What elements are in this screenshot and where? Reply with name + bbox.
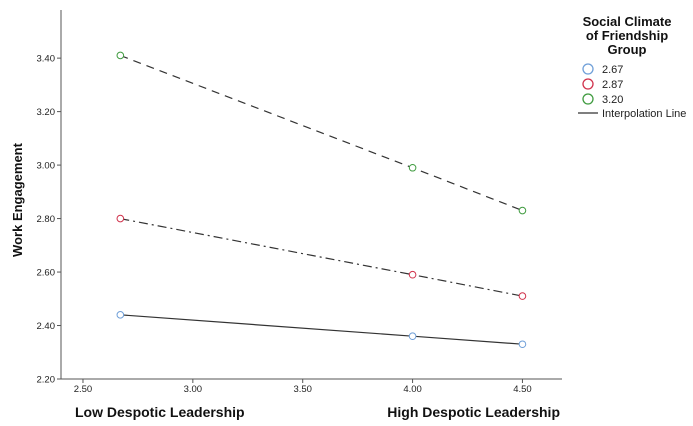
- tick-labels-layer: 2.20 2.40 2.60 2.80 3.00 3.20 3.40 2.50 3.00 3.50…: [37, 54, 532, 395]
- data-point-2.67: [116, 311, 125, 319]
- data-point-2.67: [518, 340, 527, 349]
- legend-label-3.20: 3.20: [602, 94, 623, 106]
- y-tick-label: 2.80: [37, 214, 56, 225]
- data-point-2.67: [408, 332, 417, 341]
- legend-marker-3.20: [582, 93, 594, 105]
- low-despotic-leadership-label: Low Despotic Leadership: [75, 404, 245, 420]
- x-tick-label: 4.00: [403, 384, 422, 395]
- data-point-2.87: [116, 214, 125, 223]
- series-line-2.87: [120, 218, 523, 297]
- x-tick-label: 3.50: [293, 384, 312, 395]
- legend-title-line-1: Social Climate: [583, 14, 672, 29]
- y-tick-label: 3.20: [37, 107, 56, 118]
- legend-title-line-3: Group: [608, 42, 647, 57]
- data-point-3.20: [116, 51, 125, 60]
- y-tick-label: 2.60: [37, 268, 56, 279]
- x-tick-label: 2.50: [74, 384, 93, 395]
- data-point-2.87: [408, 270, 417, 279]
- y-tick-label: 2.20: [37, 375, 56, 386]
- legend-title-line-2: of Friendship: [586, 28, 668, 43]
- y-tick-label: 3.40: [37, 54, 56, 65]
- legend-items: 2.67 2.87 3.20: [582, 63, 623, 106]
- x-tick-label: 3.00: [184, 384, 203, 395]
- y-axis-title: Work Engagement: [10, 142, 25, 257]
- axes-layer: [57, 10, 562, 383]
- legend-marker-2.67: [582, 63, 594, 75]
- series-line-3.20: [120, 54, 523, 212]
- y-tick-label: 3.00: [37, 161, 56, 172]
- legend: Social Climate of Friendship Group 2.672…: [578, 14, 686, 120]
- y-tick-label: 2.40: [37, 321, 56, 332]
- data-point-2.87: [518, 292, 527, 300]
- high-despotic-leadership-label: High Despotic Leadership: [387, 404, 560, 420]
- legend-marker-2.87: [582, 78, 594, 90]
- series-lines-layer: [120, 54, 523, 345]
- series-line-2.67: [120, 314, 523, 345]
- legend-label-2.67: 2.67: [602, 64, 623, 76]
- series-markers-layer: [116, 51, 527, 349]
- data-point-3.20: [408, 163, 417, 172]
- x-tick-label: 4.50: [513, 384, 532, 395]
- data-point-3.20: [518, 206, 527, 215]
- legend-interpolation-label: Interpolation Line: [602, 108, 686, 120]
- legend-label-2.87: 2.87: [602, 79, 623, 91]
